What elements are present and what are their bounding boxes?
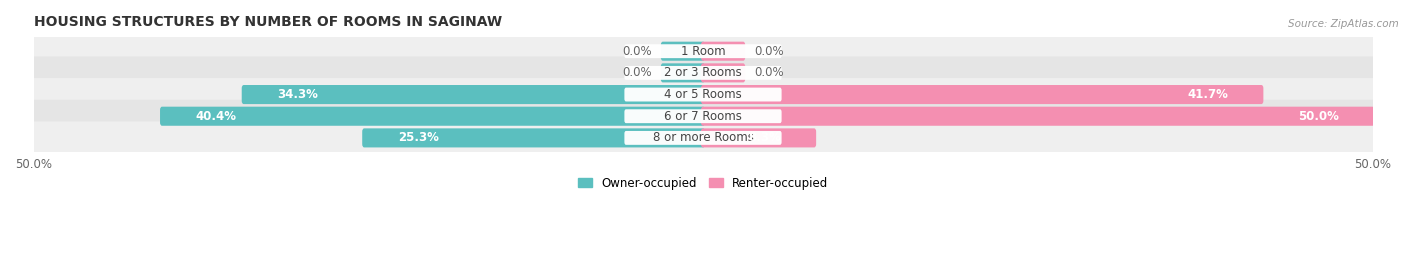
Text: 0.0%: 0.0% xyxy=(623,66,652,79)
FancyBboxPatch shape xyxy=(30,100,1376,133)
Text: 8.3%: 8.3% xyxy=(748,131,780,144)
FancyBboxPatch shape xyxy=(30,35,1376,68)
FancyBboxPatch shape xyxy=(30,122,1376,154)
Text: 1 Room: 1 Room xyxy=(681,45,725,58)
FancyBboxPatch shape xyxy=(702,85,1264,104)
Text: 41.7%: 41.7% xyxy=(1187,88,1227,101)
Text: Source: ZipAtlas.com: Source: ZipAtlas.com xyxy=(1288,19,1399,29)
Text: 0.0%: 0.0% xyxy=(754,66,783,79)
Text: 25.3%: 25.3% xyxy=(398,131,439,144)
Text: 50.0%: 50.0% xyxy=(1298,110,1339,123)
FancyBboxPatch shape xyxy=(242,85,704,104)
FancyBboxPatch shape xyxy=(702,63,745,82)
FancyBboxPatch shape xyxy=(624,109,782,123)
Text: 0.0%: 0.0% xyxy=(623,45,652,58)
Legend: Owner-occupied, Renter-occupied: Owner-occupied, Renter-occupied xyxy=(572,172,834,194)
Text: 40.4%: 40.4% xyxy=(195,110,236,123)
FancyBboxPatch shape xyxy=(160,107,704,126)
FancyBboxPatch shape xyxy=(661,63,704,82)
Text: 8 or more Rooms: 8 or more Rooms xyxy=(652,131,754,144)
Text: HOUSING STRUCTURES BY NUMBER OF ROOMS IN SAGINAW: HOUSING STRUCTURES BY NUMBER OF ROOMS IN… xyxy=(34,15,502,29)
FancyBboxPatch shape xyxy=(624,66,782,80)
FancyBboxPatch shape xyxy=(30,78,1376,111)
Text: 2 or 3 Rooms: 2 or 3 Rooms xyxy=(664,66,742,79)
FancyBboxPatch shape xyxy=(702,42,745,61)
FancyBboxPatch shape xyxy=(624,87,782,102)
Text: 0.0%: 0.0% xyxy=(754,45,783,58)
FancyBboxPatch shape xyxy=(363,128,704,147)
FancyBboxPatch shape xyxy=(702,128,815,147)
FancyBboxPatch shape xyxy=(661,42,704,61)
FancyBboxPatch shape xyxy=(702,107,1375,126)
FancyBboxPatch shape xyxy=(624,44,782,58)
Text: 34.3%: 34.3% xyxy=(277,88,318,101)
FancyBboxPatch shape xyxy=(624,131,782,145)
Text: 6 or 7 Rooms: 6 or 7 Rooms xyxy=(664,110,742,123)
FancyBboxPatch shape xyxy=(30,56,1376,89)
Text: 4 or 5 Rooms: 4 or 5 Rooms xyxy=(664,88,742,101)
